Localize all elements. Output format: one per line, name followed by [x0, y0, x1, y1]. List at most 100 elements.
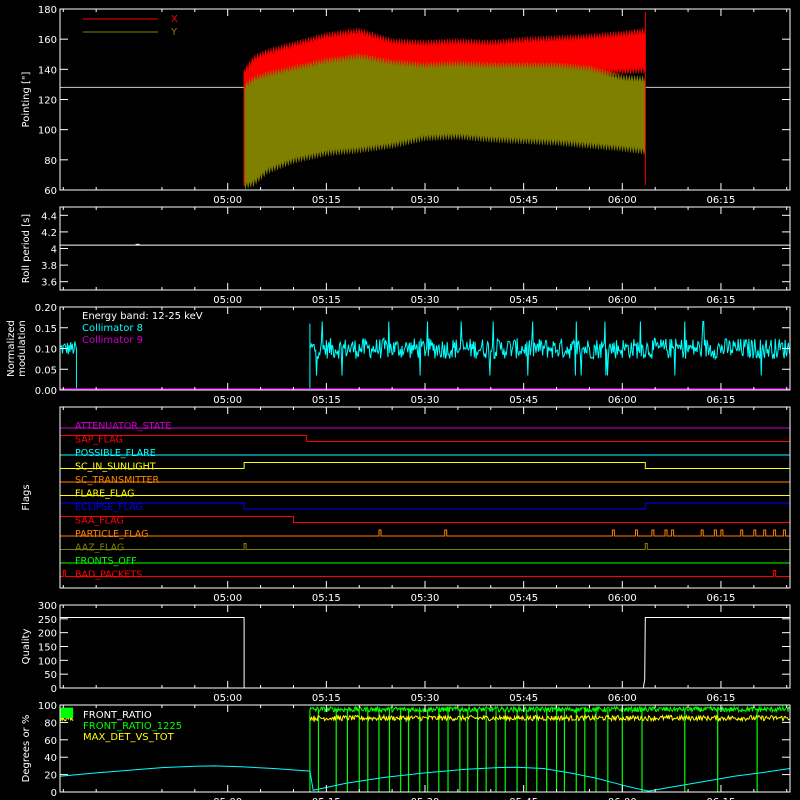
- legend-label: FRONT_RATIO_1225: [83, 721, 182, 732]
- y-axis-label: Flags: [21, 484, 32, 510]
- flag-line: [60, 502, 790, 510]
- x-tick-label: 05:15: [312, 797, 341, 800]
- x-tick-label: 05:00: [213, 797, 242, 800]
- y-tick-label: 0.05: [35, 365, 57, 376]
- x-tick-label: 05:15: [312, 295, 341, 306]
- x-tick-label: 06:00: [608, 295, 637, 306]
- y-axis-label: Quality: [21, 629, 32, 665]
- collimator-8-line: [59, 341, 77, 355]
- y-tick-label: 120: [38, 96, 57, 107]
- y-tick-label: 3.8: [41, 261, 57, 272]
- legend-label: Energy band: 12-25 keV: [82, 311, 203, 322]
- x-tick-label: 05:00: [213, 395, 242, 406]
- legend-label: Y: [170, 27, 178, 38]
- y-tick-label: 4: [51, 245, 57, 256]
- y-tick-label: 100: [38, 701, 57, 712]
- x-tick-label: 06:15: [707, 693, 736, 704]
- y-tick-label: 160: [38, 35, 57, 46]
- aspect-angle-line: [59, 765, 791, 792]
- x-tick-label: 05:00: [213, 295, 242, 306]
- x-tick-label: 05:45: [509, 295, 538, 306]
- x-tick-label: 06:15: [707, 797, 736, 800]
- flag-label: SC_TRANSMITTER: [75, 475, 160, 486]
- flag-label: BAD_PACKETS: [75, 570, 142, 581]
- x-tick-label: 06:00: [608, 593, 637, 604]
- x-tick-label: 06:00: [608, 693, 637, 704]
- panel-pointing: 05:00 05:15 05:30 05:45 06:00 06:15 60 80 100 120…: [21, 5, 791, 206]
- x-tick-label: 05:15: [312, 593, 341, 604]
- y-tick-label: 0.00: [35, 386, 57, 397]
- x-tick-label: 05:45: [509, 395, 538, 406]
- x-tick-label: 06:00: [608, 395, 637, 406]
- y-axis-label: Pointing ["]: [21, 71, 32, 127]
- y-axis-label: modulation: [17, 320, 28, 377]
- panel-degrees: 05:00 05:15 05:30 05:45 06:00 06:15 0 20 40 60 80 1…: [21, 701, 791, 800]
- flag-label: SAA_FLAG: [75, 516, 124, 527]
- x-tick-label: 05:45: [509, 693, 538, 704]
- y-tick-label: 0.10: [35, 345, 57, 356]
- y-axis-label: Normalized: [6, 320, 17, 377]
- legend-label: Collimator 9: [82, 335, 143, 346]
- flag-label: SAP_FLAG: [75, 435, 123, 446]
- y-tick-label: 140: [38, 65, 57, 76]
- y-axis-label: Degrees or %: [21, 715, 32, 783]
- y-tick-label: 100: [38, 126, 57, 137]
- x-tick-label: 05:45: [509, 593, 538, 604]
- x-tick-label: 05:30: [411, 195, 440, 206]
- x-tick-label: 06:15: [707, 195, 736, 206]
- y-axis-label: Roll period [s]: [21, 214, 32, 283]
- y-tick-label: 0.20: [35, 303, 57, 314]
- panel-roll-period: 05:00 05:15 05:30 05:45 06:00 06:15 3.6 3.8 4 4.2…: [21, 206, 791, 306]
- flag-line: [60, 516, 790, 523]
- y-tick-label: 0.15: [35, 324, 57, 335]
- y-tick-label: 80: [44, 156, 57, 167]
- panel-flags: ATTENUATOR_STATE SAP_FLAG POSSIBLE_FLARE SC…: [21, 406, 791, 604]
- flag-line: [60, 543, 790, 550]
- y-tick-label: 80: [44, 718, 57, 729]
- y-tick-label: 0: [51, 788, 57, 799]
- flag-line: [60, 435, 790, 442]
- y-tick-label: 60: [44, 736, 57, 747]
- x-tick-label: 05:15: [312, 195, 341, 206]
- x-tick-label: 05:30: [411, 395, 440, 406]
- flag-label: FLARE_FLAG: [75, 489, 135, 500]
- y-tick-label: 150: [38, 643, 57, 654]
- x-tick-label: 05:30: [411, 593, 440, 604]
- front-ratio-1225-line: [309, 704, 791, 714]
- x-tick-label: 05:15: [312, 693, 341, 704]
- y-tick-label: 0: [51, 684, 57, 695]
- collimator-8-line: [309, 321, 791, 376]
- y-tick-label: 180: [38, 5, 57, 16]
- panel-quality: 05:00 05:15 05:30 05:45 06:00 06:15 0 50 100 150 2…: [21, 601, 791, 704]
- y-tick-label: 20: [44, 771, 57, 782]
- flag-label: POSSIBLE_FLARE: [75, 448, 156, 459]
- panel-modulation: 05:00 05:15 05:30 05:45 06:00 06:15 0.00 0.05 0.…: [6, 303, 791, 406]
- flag-label: PARTICLE_FLAG: [75, 529, 148, 540]
- flag-line: [60, 570, 790, 577]
- x-tick-label: 05:30: [411, 295, 440, 306]
- x-tick-label: 05:30: [411, 693, 440, 704]
- y-tick-label: 3.6: [41, 278, 57, 289]
- legend-label: FRONT_RATIO: [83, 710, 152, 721]
- y-tick-label: 250: [38, 615, 57, 626]
- y-tick-label: 300: [38, 601, 57, 612]
- x-tick-label: 05:45: [509, 797, 538, 800]
- flag-line: [60, 462, 790, 469]
- flag-label: AAZ_FLAG: [75, 543, 124, 554]
- y-tick-label: 40: [44, 753, 57, 764]
- flag-label: ECLIPSE_FLAG: [75, 502, 143, 513]
- legend-label: X: [171, 14, 178, 25]
- x-tick-label: 06:15: [707, 593, 736, 604]
- y-tick-label: 100: [38, 656, 57, 667]
- y-tick-label: 60: [44, 186, 57, 197]
- y-tick-label: 50: [44, 670, 57, 681]
- max-det-vs-tot-line: [309, 713, 791, 723]
- flag-label: SC_IN_SUNLIGHT: [75, 462, 156, 473]
- x-tick-label: 06:15: [707, 395, 736, 406]
- y-tick-label: 200: [38, 629, 57, 640]
- legend-label: MAX_DET_VS_TOT: [83, 732, 175, 743]
- x-tick-label: 05:00: [213, 195, 242, 206]
- x-tick-label: 05:30: [411, 797, 440, 800]
- flag-label: FRONTS_OFF: [75, 556, 137, 567]
